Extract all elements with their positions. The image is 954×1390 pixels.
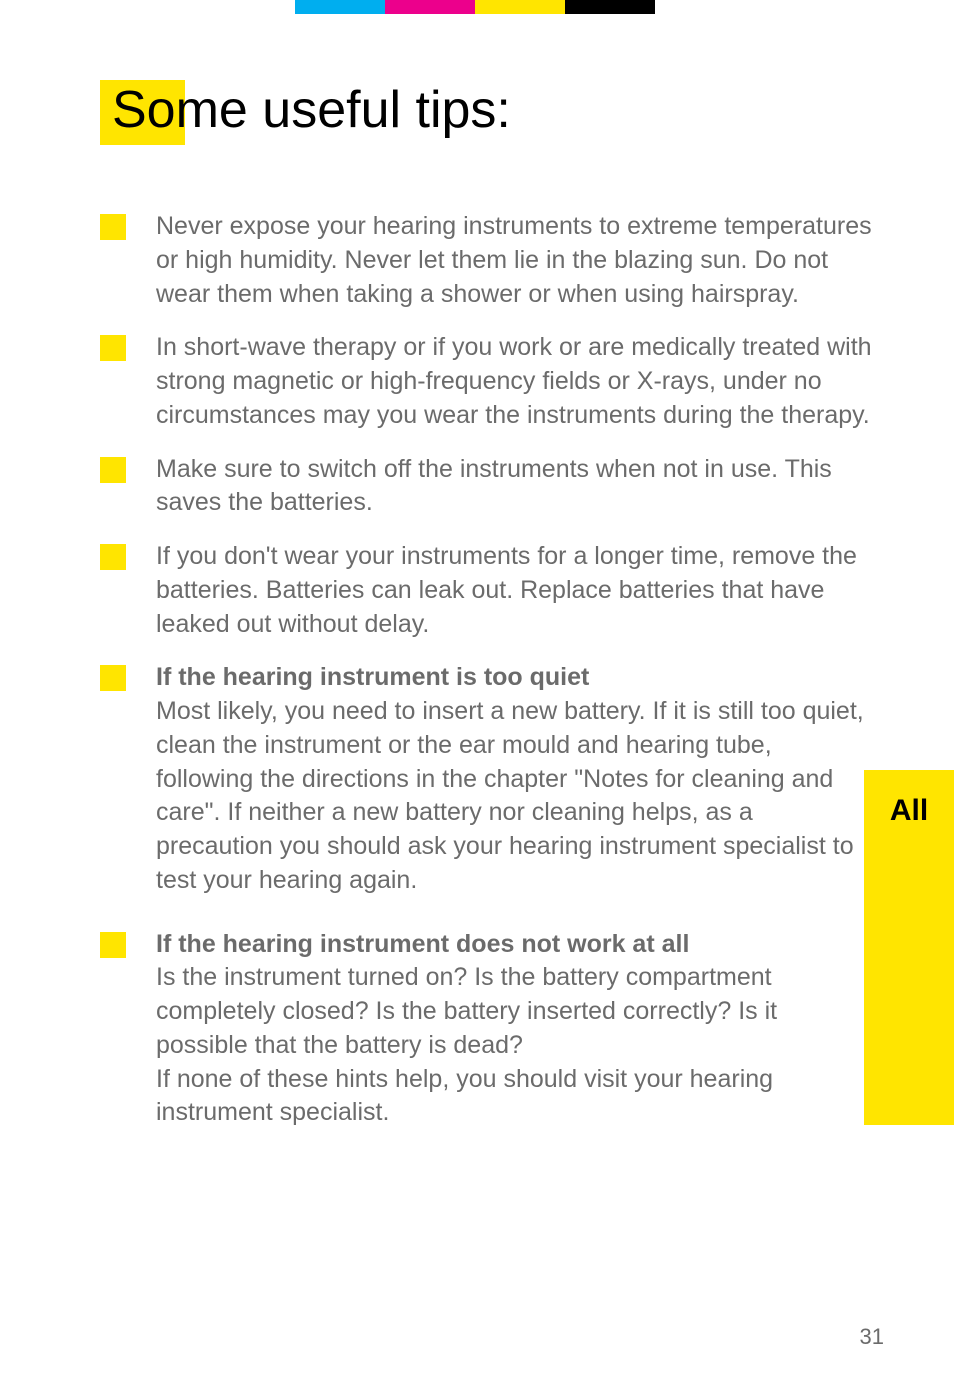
tip-text: In short-wave therapy or if you work or … [156, 331, 874, 432]
color-bar [295, 0, 655, 14]
page-number: 31 [860, 1324, 884, 1350]
tip-item: Never expose your hearing instruments to… [100, 210, 874, 311]
tip-body: Most likely, you need to insert a new ba… [156, 697, 864, 894]
color-segment-black [565, 0, 655, 14]
tip-text: If the hearing instrument is too quiet M… [156, 661, 874, 897]
color-segment-magenta [385, 0, 475, 14]
tip-text: Never expose your hearing instruments to… [156, 210, 874, 311]
tip-item: If you don't wear your instruments for a… [100, 540, 874, 641]
page-title-wrap: Some useful tips: [100, 80, 874, 140]
bullet-icon [100, 544, 126, 570]
tip-item: In short-wave therapy or if you work or … [100, 331, 874, 432]
tip-text: Make sure to switch off the instruments … [156, 453, 874, 521]
color-segment-cyan [295, 0, 385, 14]
color-segment-yellow [475, 0, 565, 14]
bullet-icon [100, 932, 126, 958]
side-tab: All [864, 770, 954, 1125]
side-tab-label: All [864, 794, 954, 828]
bullet-icon [100, 665, 126, 691]
tip-heading: If the hearing instrument does not work … [156, 930, 689, 958]
tip-body: Is the instrument turned on? Is the batt… [156, 963, 777, 1126]
bullet-icon [100, 335, 126, 361]
page-content: Some useful tips: Never expose your hear… [0, 0, 954, 1130]
bullet-icon [100, 214, 126, 240]
tip-item: If the hearing instrument does not work … [100, 928, 874, 1131]
tip-text: If the hearing instrument does not work … [156, 928, 874, 1131]
tip-text: If you don't wear your instruments for a… [156, 540, 874, 641]
tip-heading: If the hearing instrument is too quiet [156, 663, 589, 691]
bullet-icon [100, 457, 126, 483]
page-title: Some useful tips: [100, 80, 874, 140]
tip-item: Make sure to switch off the instruments … [100, 453, 874, 521]
tip-item: If the hearing instrument is too quiet M… [100, 661, 874, 897]
